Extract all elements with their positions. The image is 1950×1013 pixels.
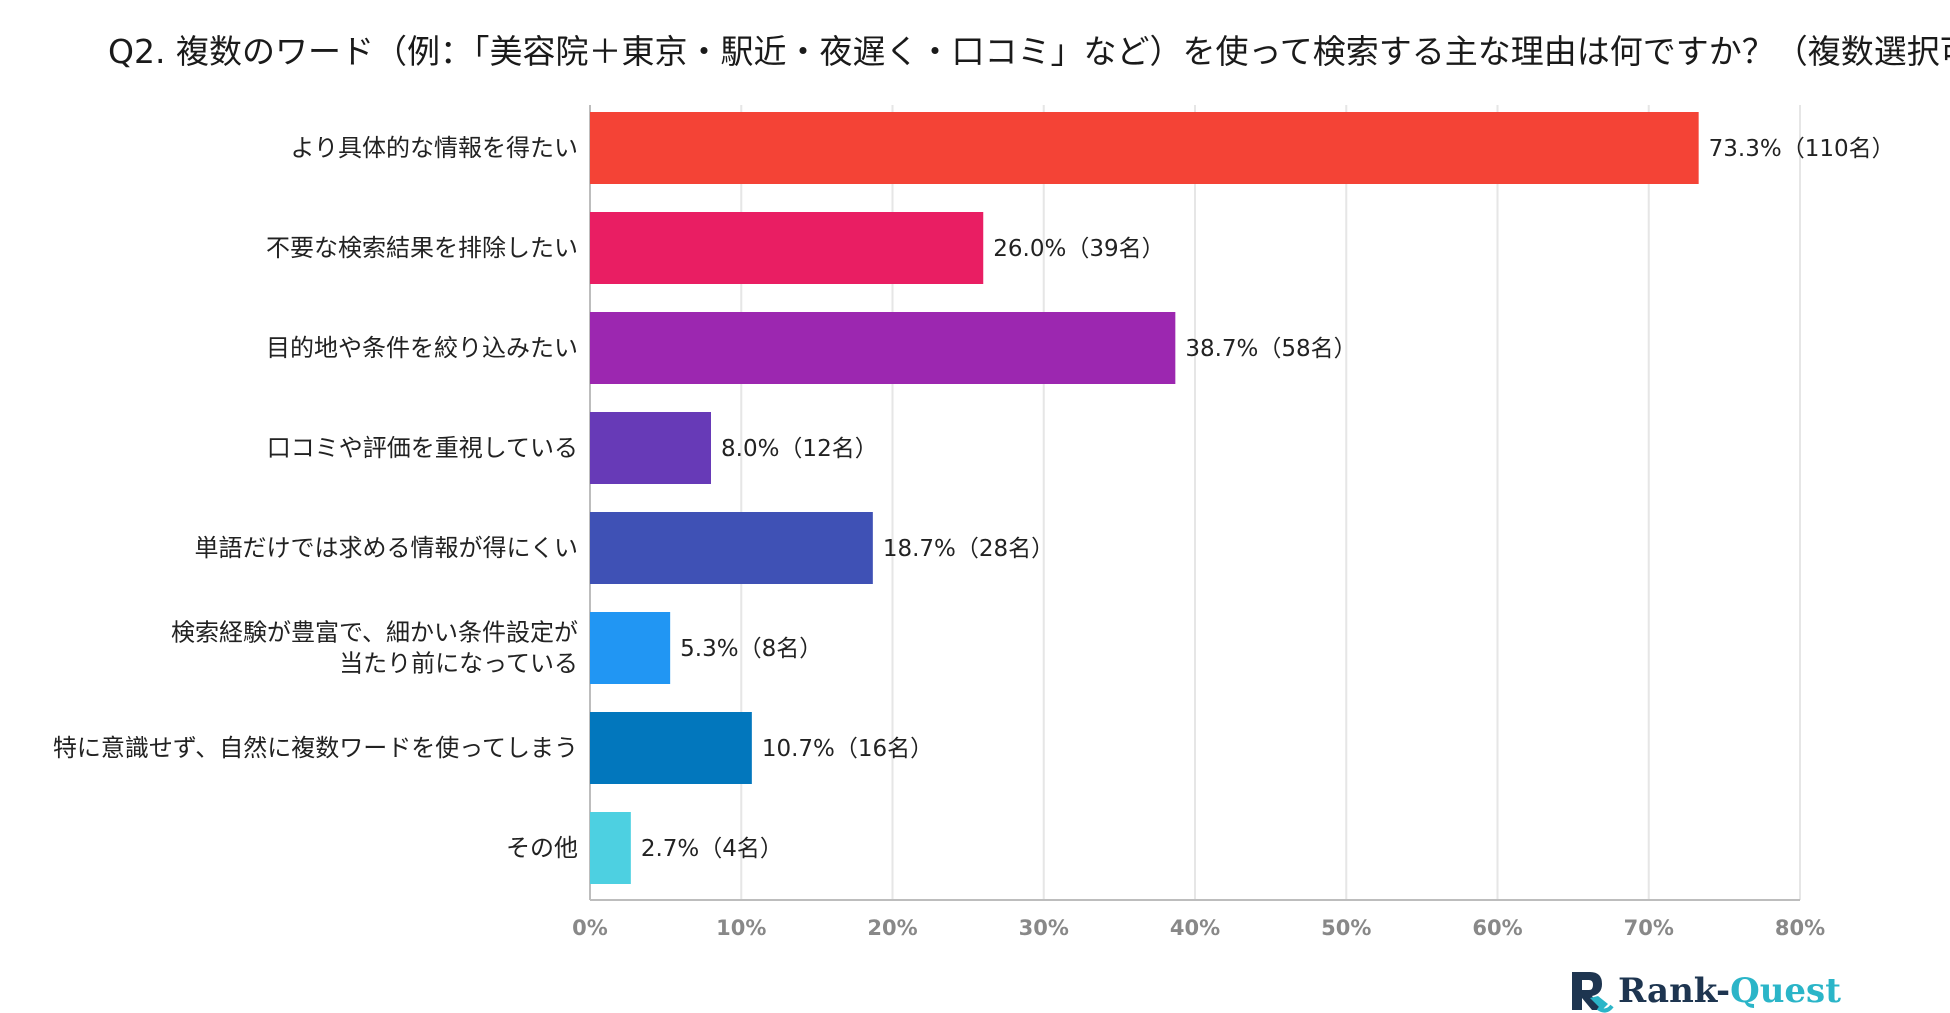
data-label: 5.3%（8名） [680,636,822,662]
data-label: 26.0%（39名） [993,236,1164,262]
brand-name-part2: Quest [1730,971,1841,1011]
x-tick-label: 40% [1170,916,1220,940]
category-label: その他 [506,834,578,862]
category-label: 不要な検索結果を排除したい [266,234,578,262]
rank-quest-icon [1572,972,1614,1013]
category-label: 口コミや評価を重視している [267,434,578,462]
x-tick-label: 50% [1321,916,1371,940]
x-tick-label: 0% [572,916,608,940]
bar [590,712,752,784]
x-tick-label: 10% [716,916,766,940]
data-label: 2.7%（4名） [641,836,783,862]
bars-layer [590,112,1699,884]
data-label: 8.0%（12名） [721,436,878,462]
data-label: 73.3%（110名） [1709,136,1895,162]
bar [590,112,1699,184]
category-label: 検索経験が豊富で、細かい条件設定が [171,619,578,647]
category-label: 当たり前になっている [339,650,578,678]
bar [590,612,671,684]
category-label: 特に意識せず、自然に複数ワードを使ってしまう [53,734,578,762]
category-label: 目的地や条件を絞り込みたい [266,334,578,362]
data-label: 38.7%（58名） [1185,336,1356,362]
x-tick-label: 80% [1775,916,1825,940]
category-label: より具体的な情報を得たい [290,134,578,162]
bar [590,812,631,884]
bar [590,212,984,284]
brand-name-part1: Rank- [1618,971,1730,1011]
bar [590,412,711,484]
data-label: 10.7%（16名） [762,736,933,762]
chart-title: Q2. 複数のワード（例：「美容院＋東京・駅近・夜遅く・口コミ」など）を使って検… [108,32,1950,71]
bar [590,312,1176,384]
x-tick-label: 30% [1019,916,1069,940]
bar [590,512,873,584]
x-tick-label: 20% [867,916,917,940]
x-axis-tick-labels: 0% 10% 20% 30% 40% 50% 60% 70% 80% [572,916,1825,940]
rank-quest-logo: Rank-Quest [1572,971,1841,1013]
data-label: 18.7%（28名） [883,536,1054,562]
x-tick-label: 70% [1624,916,1674,940]
category-labels: より具体的な情報を得たい不要な検索結果を排除したい目的地や条件を絞り込みたい口コ… [53,134,578,862]
x-tick-label: 60% [1472,916,1522,940]
rank-quest-wordmark: Rank-Quest [1618,971,1841,1011]
value-labels: 73.3%（110名） 26.0%（39名） 38.7%（58名） 8.0%（12名）… [641,136,1895,862]
category-label: 単語だけでは求める情報が得にくい [194,534,578,562]
